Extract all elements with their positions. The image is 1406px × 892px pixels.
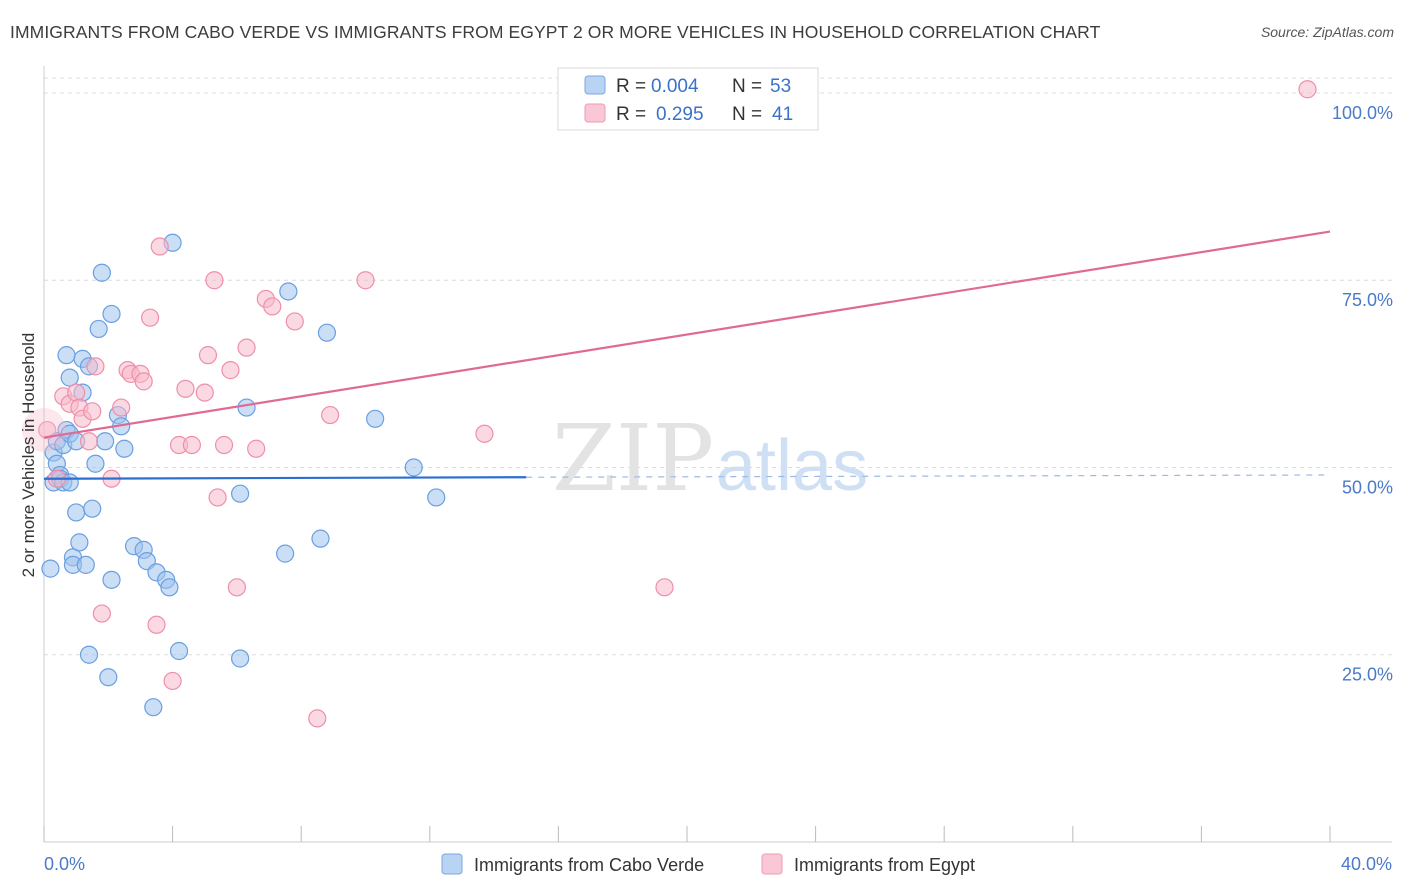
- point-series0-48: [279, 282, 298, 301]
- point-series1-26: [205, 271, 224, 290]
- legend-n-value-1: 53: [770, 76, 791, 97]
- point-series1-0: [38, 420, 57, 440]
- point-series1-36: [308, 709, 327, 728]
- point-series1-39: [475, 424, 494, 443]
- point-series0-34: [115, 439, 134, 458]
- trend-line-egypt: [43, 230, 1331, 439]
- point-series1-30: [227, 578, 246, 597]
- point-series0-44: [231, 484, 250, 503]
- point-series0-9: [57, 346, 76, 365]
- source-credit: Source: ZipAtlas.com: [1260, 24, 1394, 40]
- point-series0-16: [67, 503, 86, 522]
- legend-r-value-2: 0.295: [656, 104, 704, 125]
- chart-title: IMMIGRANTS FROM CABO VERDE VS IMMIGRANTS…: [10, 22, 1101, 42]
- point-series1-25: [198, 346, 218, 365]
- point-series1-8: [83, 402, 102, 421]
- point-series1-40: [655, 578, 674, 597]
- legend-r-value-1: 0.004: [651, 76, 699, 97]
- point-series0-52: [404, 458, 423, 477]
- trend-lines: [43, 230, 1331, 480]
- y-tick-label-50: 50.0%: [1342, 477, 1393, 497]
- point-series0-53: [427, 488, 446, 507]
- watermark-zip: ZIP: [552, 405, 714, 512]
- point-series1-4: [67, 383, 86, 402]
- point-series1-35: [285, 312, 304, 331]
- point-series1-38: [356, 271, 375, 290]
- legend-swatch-cabo-verde: [584, 75, 606, 95]
- point-series0-51: [366, 409, 385, 428]
- point-series1-22: [176, 379, 195, 398]
- point-series1-20: [163, 671, 182, 691]
- point-cluster-egypt: [22, 408, 66, 453]
- bottom-legend-swatch-egypt: [761, 853, 783, 875]
- point-series1-9: [86, 357, 105, 376]
- point-series1-7: [79, 432, 99, 451]
- point-series1-37: [321, 405, 340, 425]
- point-series1-41: [1298, 80, 1317, 99]
- legend-n-label-2: N =: [732, 104, 762, 125]
- point-series1-24: [195, 383, 214, 402]
- point-series0-0: [41, 559, 60, 578]
- legend-n-label-1: N =: [732, 76, 762, 97]
- point-series0-21: [76, 555, 95, 574]
- bottom-legend-label-cabo-verde: Immigrants from Cabo Verde: [474, 855, 704, 875]
- point-series0-47: [276, 544, 295, 563]
- bottom-legend-swatch-cabo-verde: [441, 853, 463, 875]
- y-axis-label: 2 or more Vehicles in Household: [19, 333, 38, 578]
- legend-box: R = 0.004 N = 53 R = 0.295 N = 41: [557, 67, 819, 131]
- legend-r-label-2: R =: [616, 104, 646, 125]
- point-series0-49: [311, 529, 330, 548]
- point-series0-43: [169, 641, 189, 661]
- point-series0-27: [92, 263, 111, 282]
- bottom-legend-label-egypt: Immigrants from Egypt: [794, 855, 975, 875]
- y-tick-label-75: 75.0%: [1342, 290, 1393, 310]
- watermark-atlas: atlas: [716, 426, 868, 506]
- point-series0-50: [317, 323, 337, 342]
- watermark: ZIP atlas: [552, 405, 868, 512]
- point-series1-27: [208, 488, 227, 507]
- point-series1-17: [140, 308, 160, 327]
- tick-labels: 25.0% 50.0% 75.0% 100.0% 0.0% 40.0%: [44, 103, 1393, 874]
- axes: [43, 66, 1392, 843]
- point-series0-18: [70, 533, 89, 552]
- point-series0-29: [99, 668, 118, 687]
- point-series0-31: [102, 304, 121, 324]
- point-series0-13: [60, 368, 79, 387]
- y-tick-label-25: 25.0%: [1342, 665, 1393, 685]
- point-series0-41: [160, 578, 179, 597]
- point-series1-12: [112, 398, 131, 417]
- legend-r-label-1: R =: [616, 76, 646, 97]
- point-series1-23: [182, 435, 201, 455]
- legend-swatch-egypt: [584, 103, 606, 123]
- legend-n-value-2: 41: [772, 104, 793, 125]
- trend-line-cabo-verde-extension: [526, 474, 1331, 478]
- x-tick-label-min: 0.0%: [44, 854, 85, 874]
- point-series0-30: [102, 570, 121, 589]
- point-series0-26: [89, 319, 108, 339]
- point-series0-38: [144, 698, 163, 717]
- point-series0-45: [231, 649, 250, 668]
- point-series0-28: [95, 432, 115, 451]
- point-series0-22: [79, 645, 99, 664]
- point-series1-31: [237, 338, 256, 357]
- y-tick-label-100: 100.0%: [1332, 103, 1393, 123]
- data-points: [22, 80, 1317, 728]
- bottom-legend: Immigrants from Cabo Verde Immigrants fr…: [441, 853, 975, 875]
- point-series1-32: [247, 439, 266, 458]
- point-series1-16: [134, 372, 153, 391]
- point-series0-46: [237, 398, 256, 417]
- point-series1-29: [221, 361, 240, 380]
- point-series1-18: [147, 615, 166, 634]
- trend-line-cabo-verde: [43, 476, 527, 480]
- grid-lines: [44, 77, 1392, 656]
- point-series1-28: [214, 435, 234, 455]
- point-series0-24: [83, 499, 102, 518]
- point-series0-25: [86, 454, 105, 473]
- point-series1-34: [263, 297, 282, 316]
- point-series1-19: [150, 237, 169, 256]
- x-tick-label-max: 40.0%: [1341, 854, 1392, 874]
- point-series1-10: [92, 604, 111, 623]
